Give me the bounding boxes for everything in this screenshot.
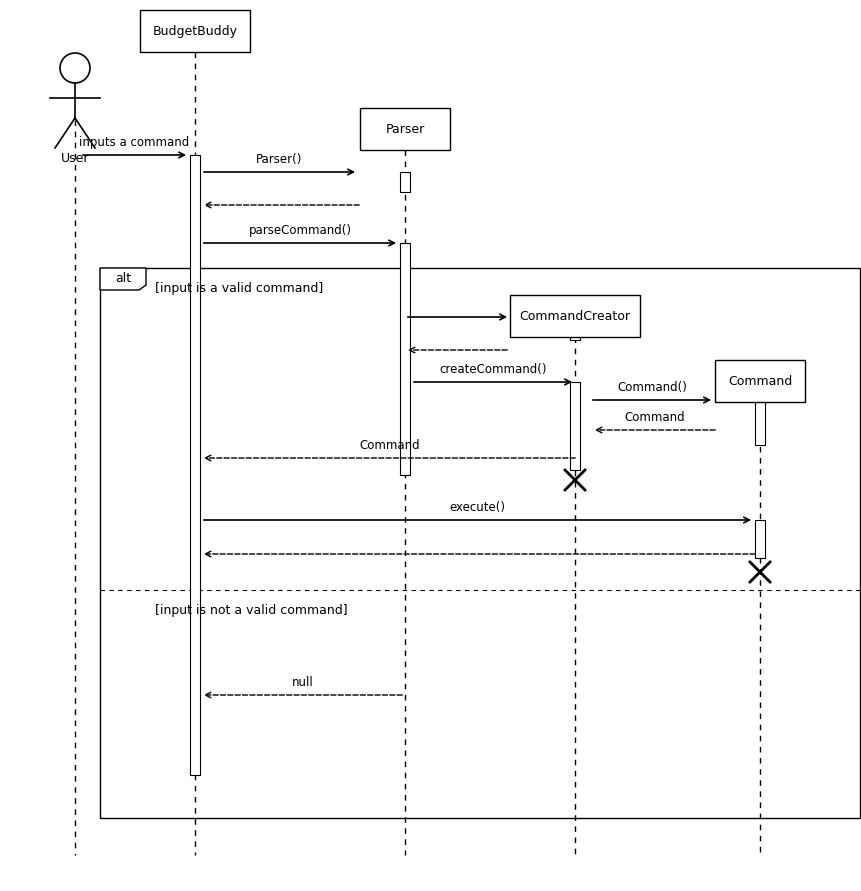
Text: Parser: Parser xyxy=(385,122,424,135)
Bar xyxy=(139,10,250,52)
Bar xyxy=(360,108,449,150)
Bar xyxy=(754,400,764,445)
Bar xyxy=(569,382,579,470)
Text: Command: Command xyxy=(727,374,791,388)
Text: null: null xyxy=(292,676,313,689)
Text: [input is a valid command]: [input is a valid command] xyxy=(155,282,323,295)
Text: Command: Command xyxy=(624,411,684,424)
Bar xyxy=(754,520,764,558)
Text: CommandCreator: CommandCreator xyxy=(519,309,629,323)
Bar xyxy=(100,268,859,818)
Text: createCommand(): createCommand() xyxy=(439,363,546,376)
Bar xyxy=(400,172,410,192)
Text: Command: Command xyxy=(359,439,419,452)
Bar xyxy=(569,317,579,340)
Bar xyxy=(714,360,804,402)
Text: User: User xyxy=(60,152,90,165)
Text: inputs a command: inputs a command xyxy=(79,136,189,149)
Bar xyxy=(510,295,639,337)
Text: Command(): Command() xyxy=(616,381,686,394)
Text: parseCommand(): parseCommand() xyxy=(248,224,351,237)
Text: BudgetBuddy: BudgetBuddy xyxy=(152,24,238,37)
Polygon shape xyxy=(100,268,146,290)
Bar xyxy=(400,243,410,475)
Text: execute(): execute() xyxy=(449,501,505,514)
Text: [input is not a valid command]: [input is not a valid command] xyxy=(155,604,347,617)
Text: alt: alt xyxy=(115,273,131,285)
Bar xyxy=(189,155,200,775)
Text: Parser(): Parser() xyxy=(256,153,302,166)
